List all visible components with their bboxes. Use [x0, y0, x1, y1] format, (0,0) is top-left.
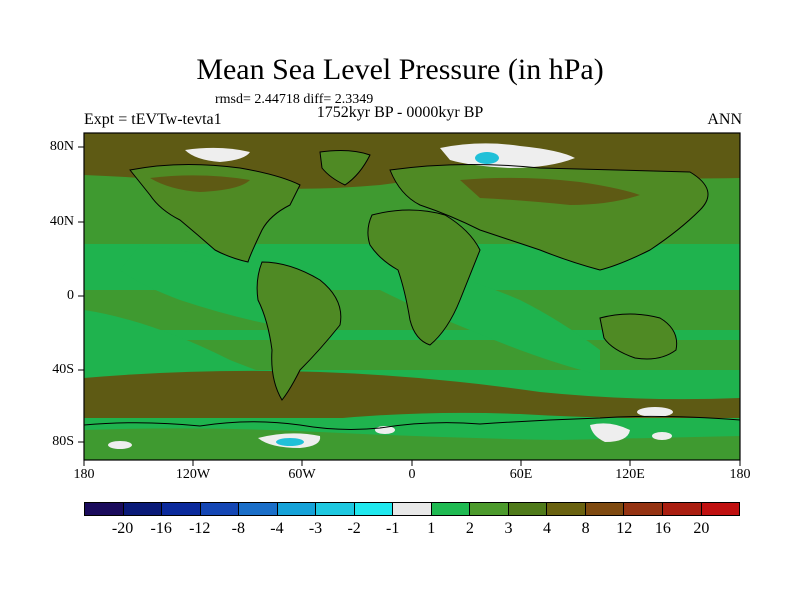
colorbar-swatch	[701, 503, 740, 515]
land-eurasia	[390, 164, 708, 270]
anomaly-siberia-white	[525, 151, 545, 161]
time-period-subtitle: 1752kyr BP - 0000kyr BP	[316, 104, 484, 121]
lon-tick-label: 0	[408, 467, 416, 482]
axis-ticks	[78, 146, 741, 466]
colorbar-swatch	[123, 503, 163, 515]
colorbar-label: -16	[150, 520, 172, 537]
coastlines	[84, 150, 740, 430]
colorbar-label: 2	[465, 520, 474, 537]
colorbar-swatch	[508, 503, 548, 515]
colorbar-swatch	[277, 503, 317, 515]
colorbar-swatch	[316, 503, 355, 515]
rmsd-diff-stats: rmsd= 2.44718 diff= 2.3349	[215, 92, 374, 107]
colorbar-swatch	[393, 503, 432, 515]
colorbar-label: 12	[616, 520, 633, 537]
colorbar	[84, 502, 740, 516]
field-plume-pacific	[84, 310, 280, 378]
colorbar-swatch	[200, 503, 240, 515]
colorbar-swatch	[239, 503, 278, 515]
coastline-south-america	[256, 261, 342, 401]
field-brown-eurasia	[460, 177, 640, 205]
lon-tick-label: 120E	[615, 467, 645, 482]
field-brown-north-america	[150, 175, 250, 192]
anomaly-antarctic-white-1	[108, 441, 132, 449]
colorbar-label: -2	[347, 520, 361, 537]
anomaly-antarctic-white-east	[590, 423, 630, 442]
coastline-australia	[599, 313, 678, 360]
colorbar-label: -8	[231, 520, 245, 537]
land-australia	[600, 314, 677, 359]
colorbar-swatch	[470, 503, 509, 515]
experiment-label: Expt = tEVTw-tevta1	[84, 111, 222, 128]
colorbar-label: 8	[581, 520, 590, 537]
lon-tick-label: 180	[73, 467, 95, 482]
anomaly-scandinavia-cyan	[475, 152, 499, 164]
anomaly-antarctic-white-3	[637, 407, 673, 417]
colorbar-label: -1	[386, 520, 400, 537]
colorbar-swatch	[354, 503, 394, 515]
colorbar-label: 4	[543, 520, 552, 537]
lon-tick-label: 120W	[175, 467, 211, 482]
anomaly-canada-white	[185, 147, 250, 162]
colorbar-label: 20	[693, 520, 710, 537]
colorbar-swatch	[85, 503, 124, 515]
colorbar-label: -4	[270, 520, 284, 537]
lat-tick-label: 0	[67, 288, 74, 303]
lon-tick-label: 180	[729, 467, 751, 482]
coastline-antarctica	[84, 415, 740, 430]
colorbar-swatch	[624, 503, 663, 515]
anomaly-antarctic-white-4	[652, 432, 672, 440]
field-antarctic-dark	[84, 428, 740, 460]
field-southern-belt	[84, 370, 740, 424]
anomaly-scandinavia-white	[440, 143, 575, 168]
coastline-greenland	[319, 150, 371, 186]
land-south-america	[257, 262, 341, 400]
pressure-field	[84, 133, 740, 460]
colorbar-swatch	[585, 503, 625, 515]
lat-tick-label: 40S	[52, 362, 74, 377]
lat-tick-label: 80S	[52, 434, 74, 449]
coastline-africa	[367, 209, 481, 346]
land-greenland	[320, 150, 370, 185]
field-plume-atlantic	[120, 245, 300, 330]
land-north-america	[130, 164, 300, 262]
anomaly-antarctic-cyan	[276, 438, 304, 446]
coastline-eurasia	[389, 163, 709, 271]
map-title: Mean Sea Level Pressure (in hPa)	[196, 53, 604, 86]
lat-tick-label: 80N	[49, 139, 74, 154]
lon-tick-label: 60W	[288, 467, 316, 482]
colorbar-swatch	[431, 503, 471, 515]
colorbar-label: -20	[111, 520, 134, 537]
colorbar-label: 1	[427, 520, 436, 537]
colorbar-label: -3	[308, 520, 323, 537]
colorbar-swatch	[162, 503, 201, 515]
land-africa	[367, 210, 480, 345]
season-label: ANN	[707, 111, 742, 128]
coastline-north-america	[129, 163, 301, 263]
lat-tick-label: 40N	[49, 214, 74, 229]
colorbar-swatch	[662, 503, 702, 515]
colorbar-swatch	[547, 503, 586, 515]
lon-tick-label: 60E	[509, 467, 533, 482]
colorbar-label: 16	[654, 520, 671, 537]
colorbar-label: 3	[504, 520, 513, 537]
colorbar-label: -12	[189, 520, 211, 537]
